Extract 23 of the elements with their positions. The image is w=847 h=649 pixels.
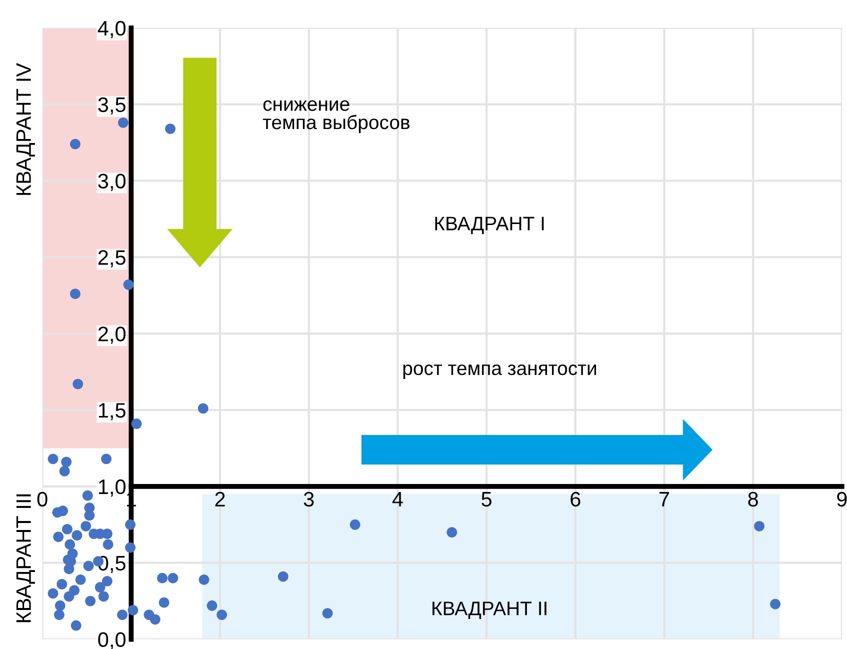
- annotation: КВАДРАНТ II: [432, 602, 546, 619]
- y-tick-label: 3,5: [98, 97, 126, 115]
- y-tick-label: 4,0: [98, 20, 126, 38]
- annotation: рост темпа занятости: [403, 364, 596, 379]
- x-tick-label: 5: [482, 492, 492, 507]
- y-tick-label: 1,5: [98, 403, 126, 420]
- y-tick-label: 2,5: [98, 250, 126, 268]
- y-tick-label: 1,0: [98, 479, 126, 497]
- y-tick-label: 3,0: [98, 174, 126, 191]
- text: КВАДРАНТ IV: [16, 63, 35, 195]
- text: КВАДРАНТ III: [16, 494, 35, 622]
- x-tick-label: 4: [392, 492, 403, 506]
- x-tick-label: 6: [570, 492, 580, 507]
- x-tick-label: 8: [748, 492, 758, 507]
- x-tick-label: 2: [215, 492, 225, 506]
- x-tick-label: 7: [660, 492, 669, 506]
- x-tick-label: 3: [304, 492, 314, 507]
- y-tick-label: 2,0: [98, 326, 126, 344]
- y-tick-label: 0,0: [98, 632, 126, 649]
- annotation: снижение темпа выбросов: [262, 100, 410, 134]
- annotation: КВАДРАНТ I: [435, 216, 544, 234]
- x-tick-label: 0: [37, 492, 48, 507]
- x-tick-label: 9: [837, 492, 847, 507]
